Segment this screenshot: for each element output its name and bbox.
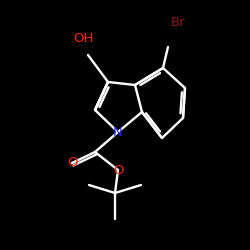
Text: OH: OH bbox=[73, 32, 93, 44]
Text: O: O bbox=[113, 164, 123, 176]
Text: N: N bbox=[113, 126, 123, 138]
Text: Br: Br bbox=[171, 16, 185, 28]
Text: O: O bbox=[67, 156, 77, 170]
